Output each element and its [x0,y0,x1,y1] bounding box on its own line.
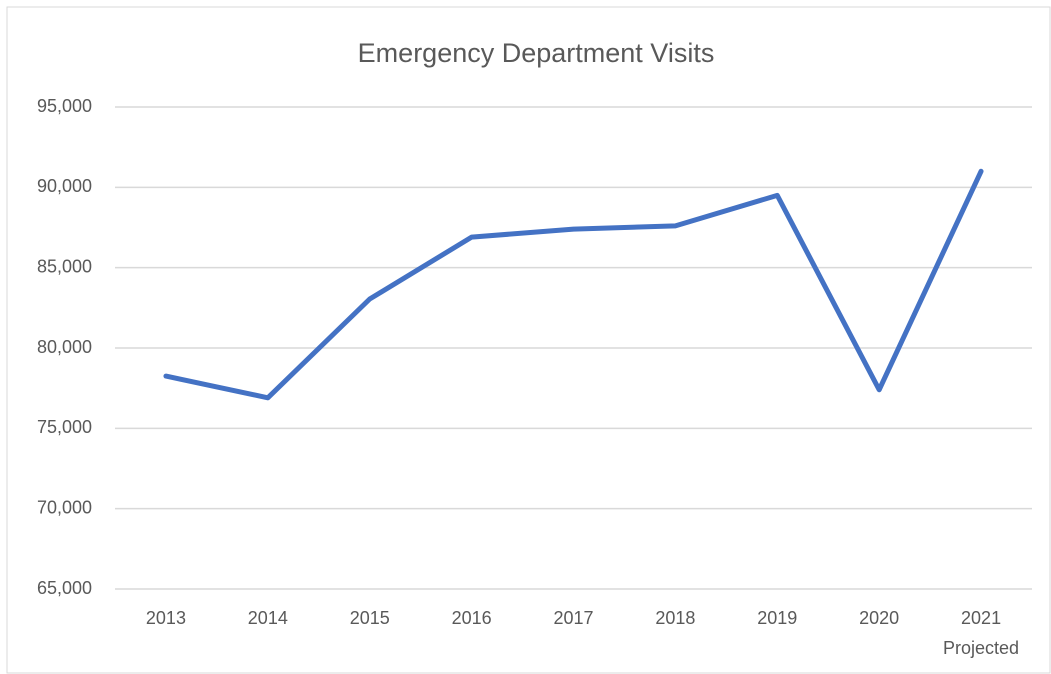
x-tick-label: 2018 [655,608,695,628]
y-tick-label: 65,000 [37,578,92,598]
y-tick-label: 90,000 [37,176,92,196]
x-tick-label: 2017 [553,608,593,628]
y-tick-label: 80,000 [37,337,92,357]
y-tick-label: 70,000 [37,497,92,517]
x-annotation: Projected [943,638,1019,658]
x-tick-label: 2015 [350,608,390,628]
x-tick-label: 2014 [248,608,288,628]
line-series [163,168,984,401]
y-tick-label: 85,000 [37,256,92,276]
y-tick-label: 75,000 [37,417,92,437]
y-tick-label: 95,000 [37,96,92,116]
x-tick-label: 2013 [146,608,186,628]
chart-title: Emergency Department Visits [358,38,715,68]
x-tick-label: 2016 [452,608,492,628]
chart-border [6,6,1051,674]
x-tick-label: 2020 [859,608,899,628]
x-tick-label: 2019 [757,608,797,628]
x-tick-label: 2021 [961,608,1001,628]
